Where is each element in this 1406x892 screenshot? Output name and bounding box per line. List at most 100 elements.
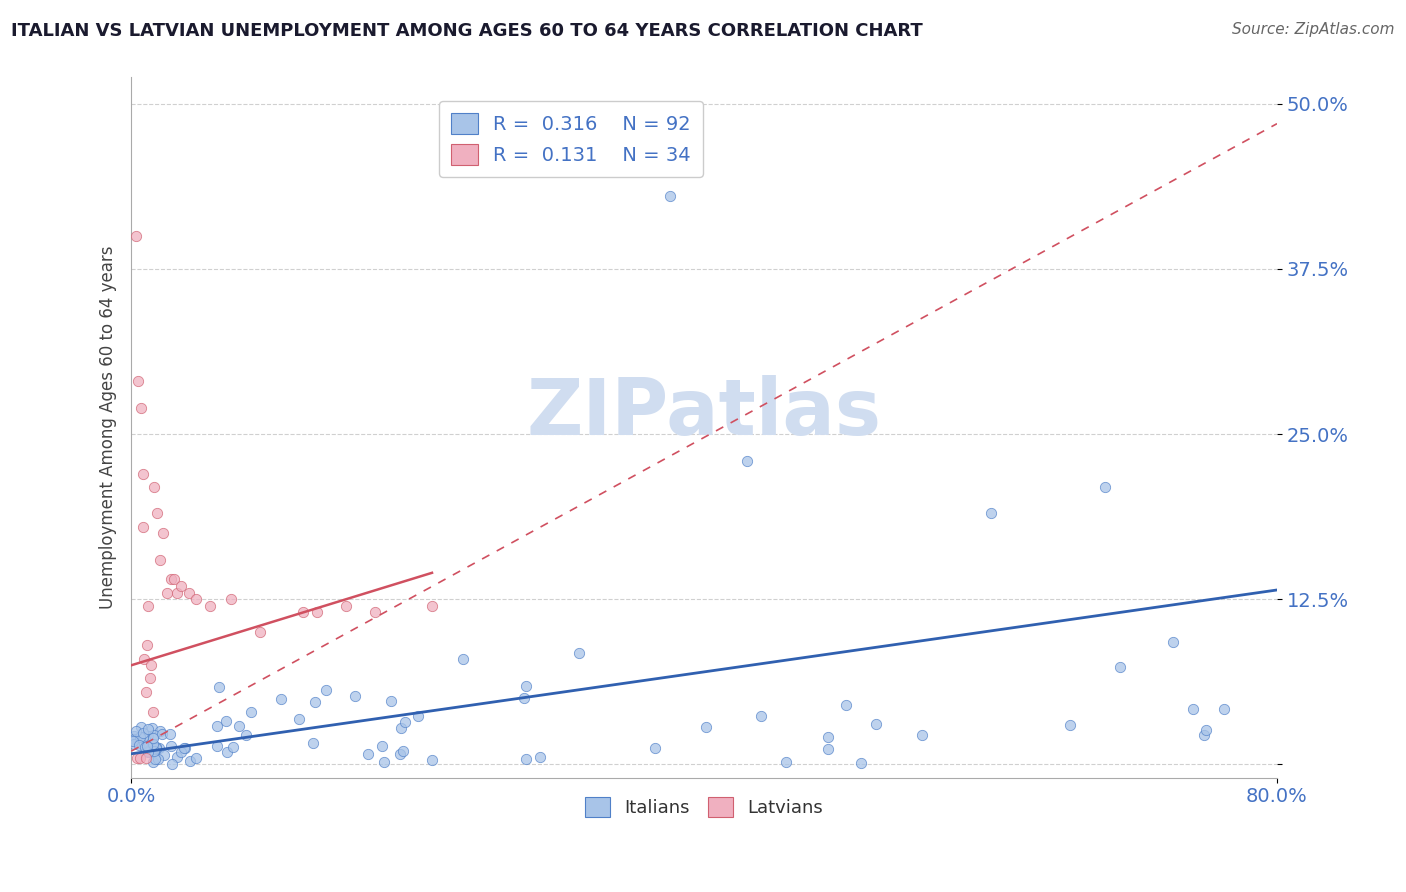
Point [122, 729, 145, 743]
Point [249, 625, 271, 640]
Point [302, 736, 325, 750]
Point [1161, 634, 1184, 648]
Point [357, 747, 380, 761]
Point [159, 726, 181, 740]
Point [122, 732, 145, 747]
Point [835, 698, 858, 713]
Point [198, 599, 221, 613]
Point [1194, 728, 1216, 742]
Point [145, 740, 167, 755]
Point [142, 731, 165, 745]
Y-axis label: Unemployment Among Ages 60 to 64 years: Unemployment Among Ages 60 to 64 years [100, 246, 117, 609]
Point [215, 714, 238, 729]
Point [343, 690, 366, 704]
Point [129, 720, 152, 734]
Point [980, 507, 1002, 521]
Point [142, 756, 165, 770]
Point [1181, 702, 1204, 716]
Point [394, 715, 416, 730]
Point [145, 740, 167, 755]
Point [139, 672, 162, 686]
Point [658, 189, 681, 203]
Point [1213, 701, 1236, 715]
Point [128, 738, 150, 752]
Point [288, 712, 311, 726]
Point [307, 606, 329, 620]
Point [138, 599, 160, 613]
Point [568, 646, 591, 660]
Point [292, 606, 315, 620]
Point [129, 401, 152, 415]
Point [131, 519, 153, 533]
Point [315, 682, 337, 697]
Point [529, 750, 551, 764]
Point [373, 755, 395, 769]
Point [208, 680, 231, 694]
Point [335, 599, 357, 613]
Text: Source: ZipAtlas.com: Source: ZipAtlas.com [1232, 22, 1395, 37]
Point [145, 752, 167, 766]
Point [270, 691, 292, 706]
Point [735, 453, 758, 467]
Point [515, 679, 537, 693]
Point [125, 750, 148, 764]
Point [143, 744, 166, 758]
Point [513, 691, 536, 706]
Point [228, 719, 250, 733]
Point [170, 579, 193, 593]
Point [170, 745, 193, 759]
Point [156, 585, 179, 599]
Point [127, 374, 149, 388]
Point [205, 739, 228, 753]
Point [173, 740, 195, 755]
Point [184, 592, 207, 607]
Point [166, 750, 188, 764]
Point [160, 757, 183, 772]
Point [221, 592, 243, 607]
Point [644, 740, 666, 755]
Point [389, 721, 412, 735]
Point [174, 741, 197, 756]
Point [865, 716, 887, 731]
Point [186, 751, 208, 765]
Point [695, 720, 717, 734]
Point [392, 744, 415, 758]
Point [179, 754, 201, 768]
Point [388, 747, 411, 762]
Point [132, 726, 155, 740]
Point [406, 709, 429, 723]
Legend: Italians, Latvians: Italians, Latvians [578, 790, 831, 824]
Point [235, 728, 257, 742]
Point [134, 739, 156, 754]
Point [128, 731, 150, 745]
Point [149, 552, 172, 566]
Point [451, 651, 474, 665]
Point [124, 229, 146, 244]
Point [141, 722, 163, 736]
Point [515, 752, 537, 766]
Text: ZIPatlas: ZIPatlas [527, 376, 882, 451]
Point [420, 599, 443, 613]
Point [136, 639, 159, 653]
Point [136, 746, 159, 760]
Point [163, 573, 186, 587]
Point [380, 694, 402, 708]
Point [239, 705, 262, 719]
Point [222, 739, 245, 754]
Point [135, 739, 157, 753]
Point [217, 745, 239, 759]
Point [136, 722, 159, 736]
Point [132, 730, 155, 744]
Point [138, 729, 160, 743]
Point [153, 747, 176, 762]
Point [304, 695, 326, 709]
Text: ITALIAN VS LATVIAN UNEMPLOYMENT AMONG AGES 60 TO 64 YEARS CORRELATION CHART: ITALIAN VS LATVIAN UNEMPLOYMENT AMONG AG… [11, 22, 922, 40]
Point [136, 744, 159, 758]
Point [817, 742, 839, 756]
Point [149, 723, 172, 738]
Point [849, 756, 872, 771]
Point [207, 719, 229, 733]
Point [1195, 723, 1218, 738]
Point [152, 526, 174, 541]
Point [1108, 660, 1130, 674]
